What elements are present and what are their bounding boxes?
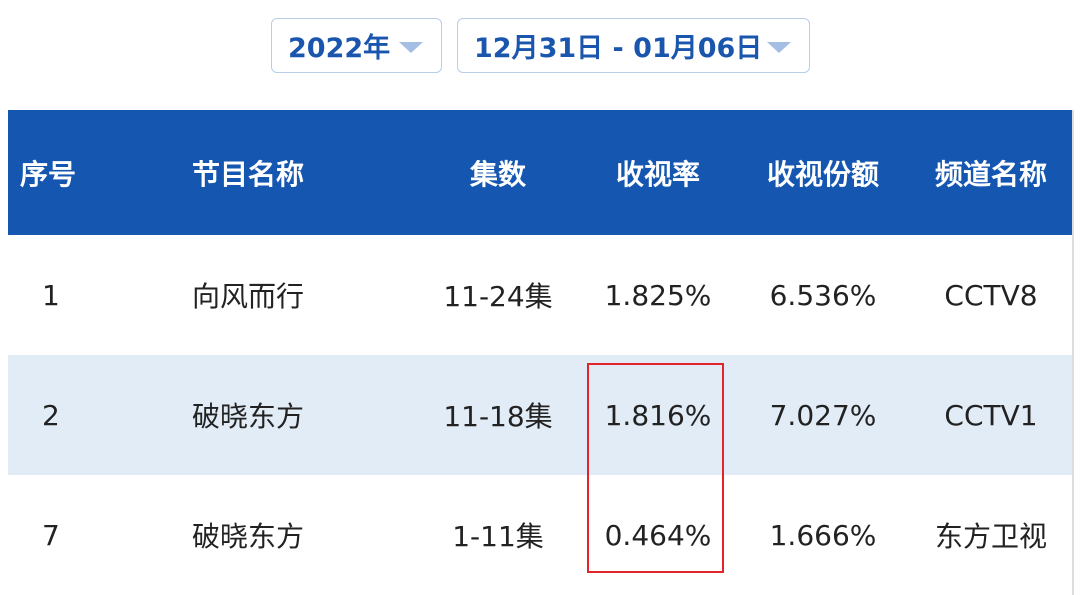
- cell-rating: 0.464%: [604, 518, 712, 552]
- chevron-down-icon: [767, 42, 791, 53]
- cell-channel: 东方卫视: [934, 520, 1047, 553]
- header-index: 序号: [20, 157, 77, 191]
- cell-program: 破晓东方: [192, 520, 305, 553]
- cell-channel: CCTV8: [944, 278, 1038, 312]
- year-value: 2022年: [288, 33, 391, 64]
- header-channel: 频道名称: [934, 157, 1047, 191]
- header-episodes: 集数: [469, 157, 526, 191]
- cell-channel: CCTV1: [944, 398, 1038, 432]
- cell-program: 向风而行: [192, 280, 305, 313]
- date-range-value: 12月31日 - 01月06日: [474, 33, 763, 64]
- cell-index: 2: [42, 398, 60, 432]
- cell-index: 7: [42, 518, 60, 552]
- table-row: 7 破晓东方 1-11集 0.464% 1.666% 东方卫视: [8, 475, 1072, 595]
- cell-share: 6.536%: [769, 278, 877, 312]
- year-select[interactable]: 2022年: [271, 18, 442, 73]
- header-share: 收视份额: [766, 157, 879, 191]
- cell-share: 1.666%: [769, 518, 877, 552]
- chevron-down-icon: [399, 42, 423, 53]
- table-header: 序号 节目名称 集数 收视率 收视份额 频道名称: [8, 110, 1072, 235]
- date-range-select[interactable]: 12月31日 - 01月06日: [457, 18, 810, 73]
- cell-share: 7.027%: [769, 398, 877, 432]
- cell-index: 1: [42, 278, 60, 312]
- table-row: 1 向风而行 11-24集 1.825% 6.536% CCTV8: [8, 235, 1072, 355]
- table-row: 2 破晓东方 11-18集 1.816% 7.027% CCTV1: [8, 355, 1072, 475]
- ratings-table: 序号 节目名称 集数 收视率 收视份额 频道名称 1 向风而行 11-24集 1…: [8, 110, 1074, 595]
- cell-rating: 1.816%: [604, 398, 712, 432]
- cell-episodes: 11-24集: [443, 280, 553, 313]
- header-program: 节目名称: [192, 157, 305, 191]
- cell-episodes: 1-11集: [452, 520, 544, 553]
- cell-rating: 1.825%: [604, 278, 712, 312]
- header-rating: 收视率: [615, 157, 700, 191]
- cell-program: 破晓东方: [192, 400, 305, 433]
- cell-episodes: 11-18集: [443, 400, 553, 433]
- highlight-box: [587, 363, 724, 573]
